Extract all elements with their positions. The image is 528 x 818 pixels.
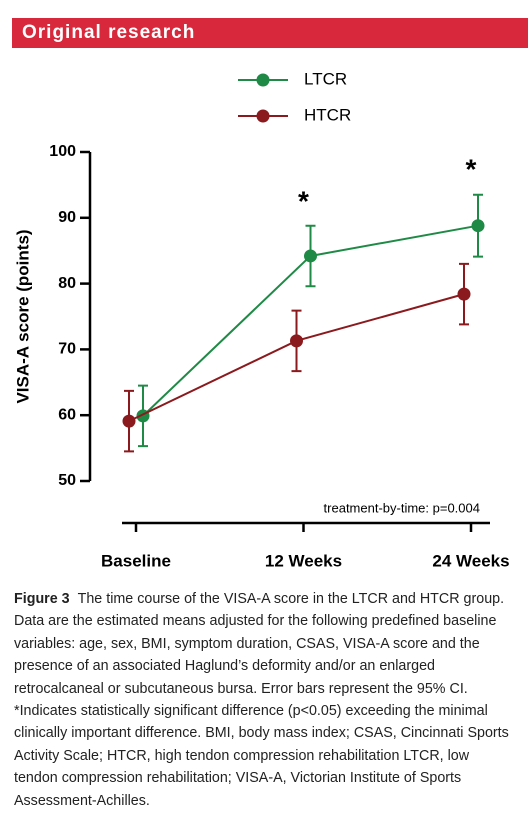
significance-marker: * bbox=[466, 153, 477, 184]
x-tick-label: Baseline bbox=[101, 551, 171, 570]
y-tick-label: 90 bbox=[58, 209, 76, 226]
legend-marker bbox=[256, 109, 270, 123]
caption-text: The time course of the VISA-A score in t… bbox=[14, 591, 509, 809]
data-point bbox=[304, 249, 317, 263]
data-point bbox=[471, 219, 485, 233]
y-tick-label: 60 bbox=[58, 406, 76, 423]
section-banner: Original research bbox=[12, 18, 528, 48]
data-point bbox=[457, 287, 471, 301]
legend-label: HTCR bbox=[304, 105, 351, 124]
significance-marker: * bbox=[298, 185, 309, 216]
x-tick-label: 12 Weeks bbox=[265, 551, 342, 570]
x-tick-label: 24 Weeks bbox=[432, 551, 509, 570]
y-tick-label: 50 bbox=[58, 472, 76, 489]
legend-label: LTCR bbox=[304, 69, 347, 88]
legend-marker bbox=[256, 73, 270, 87]
data-point bbox=[122, 414, 136, 428]
chart: 50 60 70 80 90 100 VISA-A score (points) Baseli… bbox=[13, 69, 509, 570]
stat-note: treatment-by-time: p=0.004 bbox=[324, 500, 480, 515]
y-axis-label: VISA-A score (points) bbox=[13, 229, 32, 403]
y-tick-label: 100 bbox=[49, 143, 76, 160]
y-tick-label: 80 bbox=[58, 275, 76, 292]
figure-caption: Figure 3 The time course of the VISA-A sc… bbox=[14, 588, 514, 812]
caption-label: Figure 3 bbox=[14, 591, 70, 607]
y-tick-label: 70 bbox=[58, 341, 76, 358]
data-point bbox=[290, 334, 303, 348]
